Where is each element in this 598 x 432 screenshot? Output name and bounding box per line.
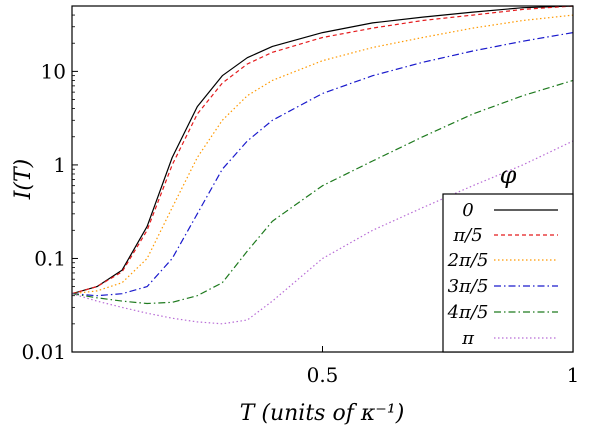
legend-label-0: 0	[462, 200, 473, 221]
series-layer	[71, 5, 574, 325]
legend-box	[442, 193, 574, 353]
ticks-layer: 0.5 1 0.01 0.1 1 10	[21, 5, 580, 387]
legend-label-4: 4π/5	[447, 302, 489, 323]
x-axis-label: T (units of κ⁻¹)	[240, 401, 405, 426]
x-tick-label: 0.5	[307, 363, 339, 387]
series-line-5	[71, 140, 574, 325]
legend-label-5: π	[461, 328, 475, 349]
y-tick-label: 0.01	[21, 340, 66, 364]
y-axis-label: I(T)	[11, 159, 36, 201]
legend-label-2: 2π/5	[447, 250, 489, 271]
series-line-4	[71, 79, 574, 305]
legend: 0 π/5 2π/5 3π/5 4π/5 π	[442, 193, 574, 353]
legend-label-3: 3π/5	[448, 276, 489, 297]
series-line-0	[71, 5, 574, 295]
y-tick-label: 10	[41, 59, 66, 83]
y-tick-label: 0.1	[34, 246, 66, 270]
x-tick-label: 1	[567, 363, 580, 387]
series-line-3	[71, 32, 574, 297]
y-tick-label: 1	[53, 153, 66, 177]
legend-label-1: π/5	[452, 225, 482, 246]
series-line-1	[71, 5, 574, 295]
legend-title: φ	[500, 161, 517, 189]
